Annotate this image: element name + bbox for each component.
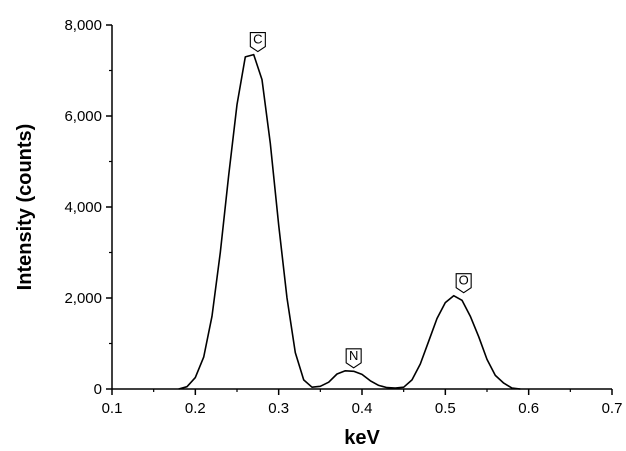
x-tick-label: 0.6 [518,400,539,417]
x-tick-label: 0.7 [602,400,623,417]
y-tick-label: 4,000 [64,199,102,216]
peak-marker-flag [345,348,362,369]
peak-marker-flag [455,273,472,294]
x-tick-label: 0.5 [435,400,456,417]
y-tick-label: 6,000 [64,108,102,125]
peak-marker-o: O [455,273,472,294]
peak-marker-c: C [249,32,266,53]
x-tick-label: 0.2 [185,400,206,417]
peak-marker-flag [249,32,266,53]
peak-marker-n: N [345,348,362,369]
peak-label: C [253,32,262,47]
y-axis-title: Intensity (counts) [14,124,36,291]
x-axis-title: keV [344,427,380,449]
x-axis-ticks: 0.1 0.2 0.3 0.4 0.5 0.6 0.7 [102,389,623,417]
y-tick-label: 2,000 [64,290,102,307]
spectrum-series-line [178,53,521,390]
peak-label: O [459,273,469,288]
peak-markers: C N O [249,32,472,369]
x-tick-label: 0.3 [268,400,289,417]
peak-label: N [349,348,358,363]
y-tick-label: 0 [94,381,102,398]
x-tick-label: 0.4 [352,400,373,417]
axes [111,25,612,390]
x-tick-label: 0.1 [102,400,123,417]
y-axis-ticks: 0 2,000 4,000 6,000 8,000 [64,17,112,398]
y-tick-label: 8,000 [64,17,102,34]
